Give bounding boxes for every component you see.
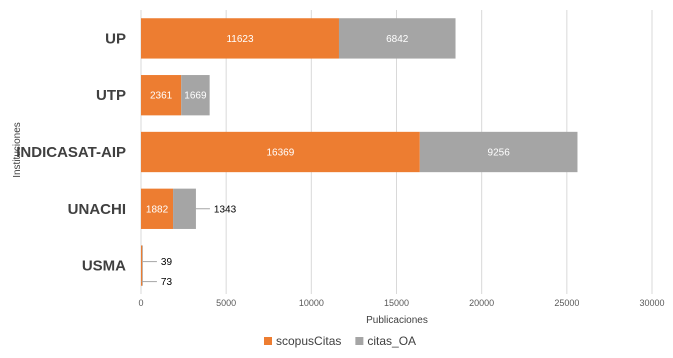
x-tick-label: 15000 <box>384 298 409 308</box>
bar-citas_OA-unachi <box>173 188 196 229</box>
category-label: UNACHI <box>68 201 126 218</box>
bar-citas_OA-utp <box>181 75 210 116</box>
bar-scopusCitas-utp <box>141 75 182 116</box>
category-label: UP <box>105 30 126 47</box>
category-label: USMA <box>82 258 126 275</box>
y-axis-title: Instituciones <box>12 122 23 178</box>
x-tick-label: 25000 <box>554 298 579 308</box>
category-label: UTP <box>96 87 126 104</box>
data-label: 16369 <box>267 148 295 159</box>
bar-scopusCitas-usma <box>141 245 143 286</box>
legend-label-scopusCitas: scopusCitas <box>276 334 341 348</box>
data-label: 6842 <box>386 34 409 45</box>
bar-citas_OA-up <box>338 18 456 59</box>
data-label: 1669 <box>184 91 207 102</box>
category-labels: UP UTP INDICASAT-AIP UNACHI USMA <box>16 30 126 274</box>
x-tick-labels: 0 5000 10000 15000 20000 25000 30000 <box>138 298 664 308</box>
x-tick-label: 5000 <box>216 298 236 308</box>
legend-swatch-scopusCitas <box>264 337 272 345</box>
data-label: 1343 <box>214 204 237 215</box>
data-labels: 11623 6842 2361 1669 16369 9256 1882 1343 73 39 <box>141 34 511 288</box>
category-label: INDICASAT-AIP <box>16 144 126 161</box>
x-tick-label: 0 <box>138 298 143 308</box>
legend-label-citas_OA: citas_OA <box>367 334 416 348</box>
x-axis-title: Publicaciones <box>366 315 428 326</box>
bar-scopusCitas-unachi <box>141 188 174 229</box>
bar-citas_OA-usma <box>142 245 143 286</box>
bar-scopusCitas-up <box>141 18 339 59</box>
data-label: 9256 <box>488 148 511 159</box>
data-label: 1882 <box>146 204 169 215</box>
legend: scopusCitas citas_OA <box>264 334 416 348</box>
bar-scopusCitas-indicasat-aip <box>141 131 420 173</box>
x-tick-label: 30000 <box>639 298 664 308</box>
x-tick-label: 10000 <box>299 298 324 308</box>
data-label: 11623 <box>226 34 254 45</box>
data-label: 39 <box>161 257 173 268</box>
bar-citas_OA-indicasat-aip <box>419 131 578 173</box>
data-label: 73 <box>161 277 173 288</box>
data-label: 2361 <box>150 91 173 102</box>
x-tick-label: 20000 <box>469 298 494 308</box>
bars <box>141 18 578 286</box>
legend-swatch-citas_OA <box>355 337 364 345</box>
